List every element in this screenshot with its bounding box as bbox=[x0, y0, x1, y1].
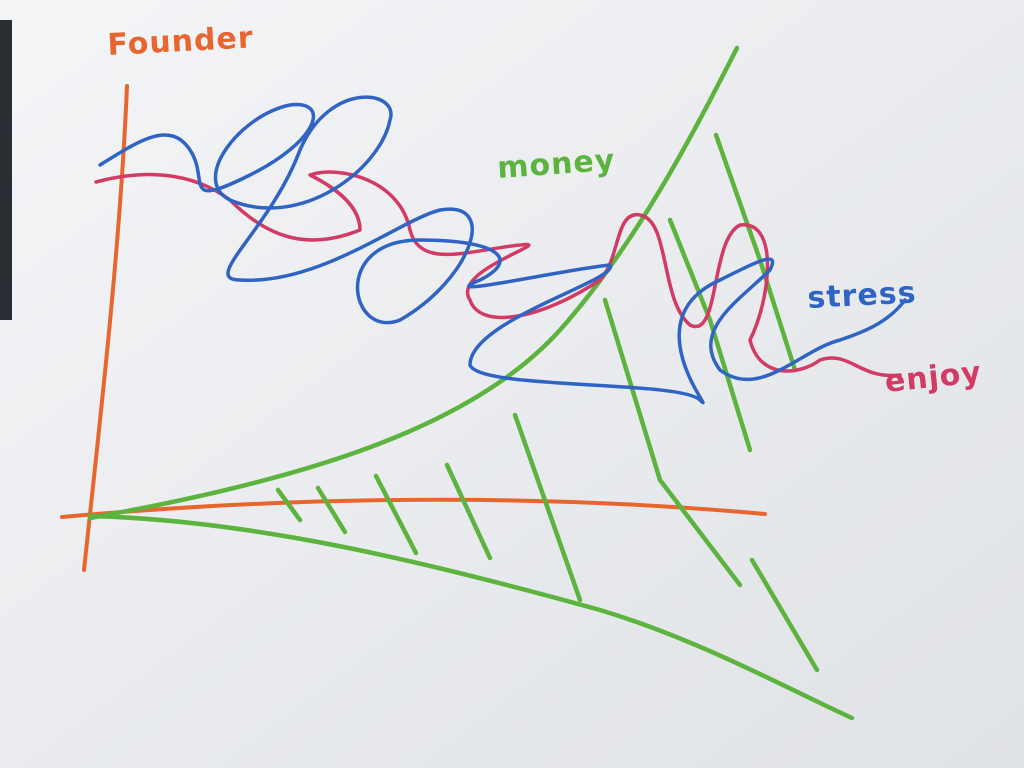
money-curves bbox=[87, 45, 855, 721]
y-axis bbox=[82, 84, 129, 572]
money-up bbox=[87, 45, 740, 521]
stress-curve bbox=[98, 95, 907, 405]
stress-label: stress bbox=[807, 275, 918, 316]
enjoy-curve bbox=[94, 170, 902, 378]
x-axis bbox=[60, 497, 767, 519]
money-label: money bbox=[496, 143, 616, 186]
money-down bbox=[87, 513, 855, 721]
desk-edge bbox=[0, 20, 12, 320]
title: Founder bbox=[107, 20, 255, 63]
axes bbox=[60, 84, 767, 572]
